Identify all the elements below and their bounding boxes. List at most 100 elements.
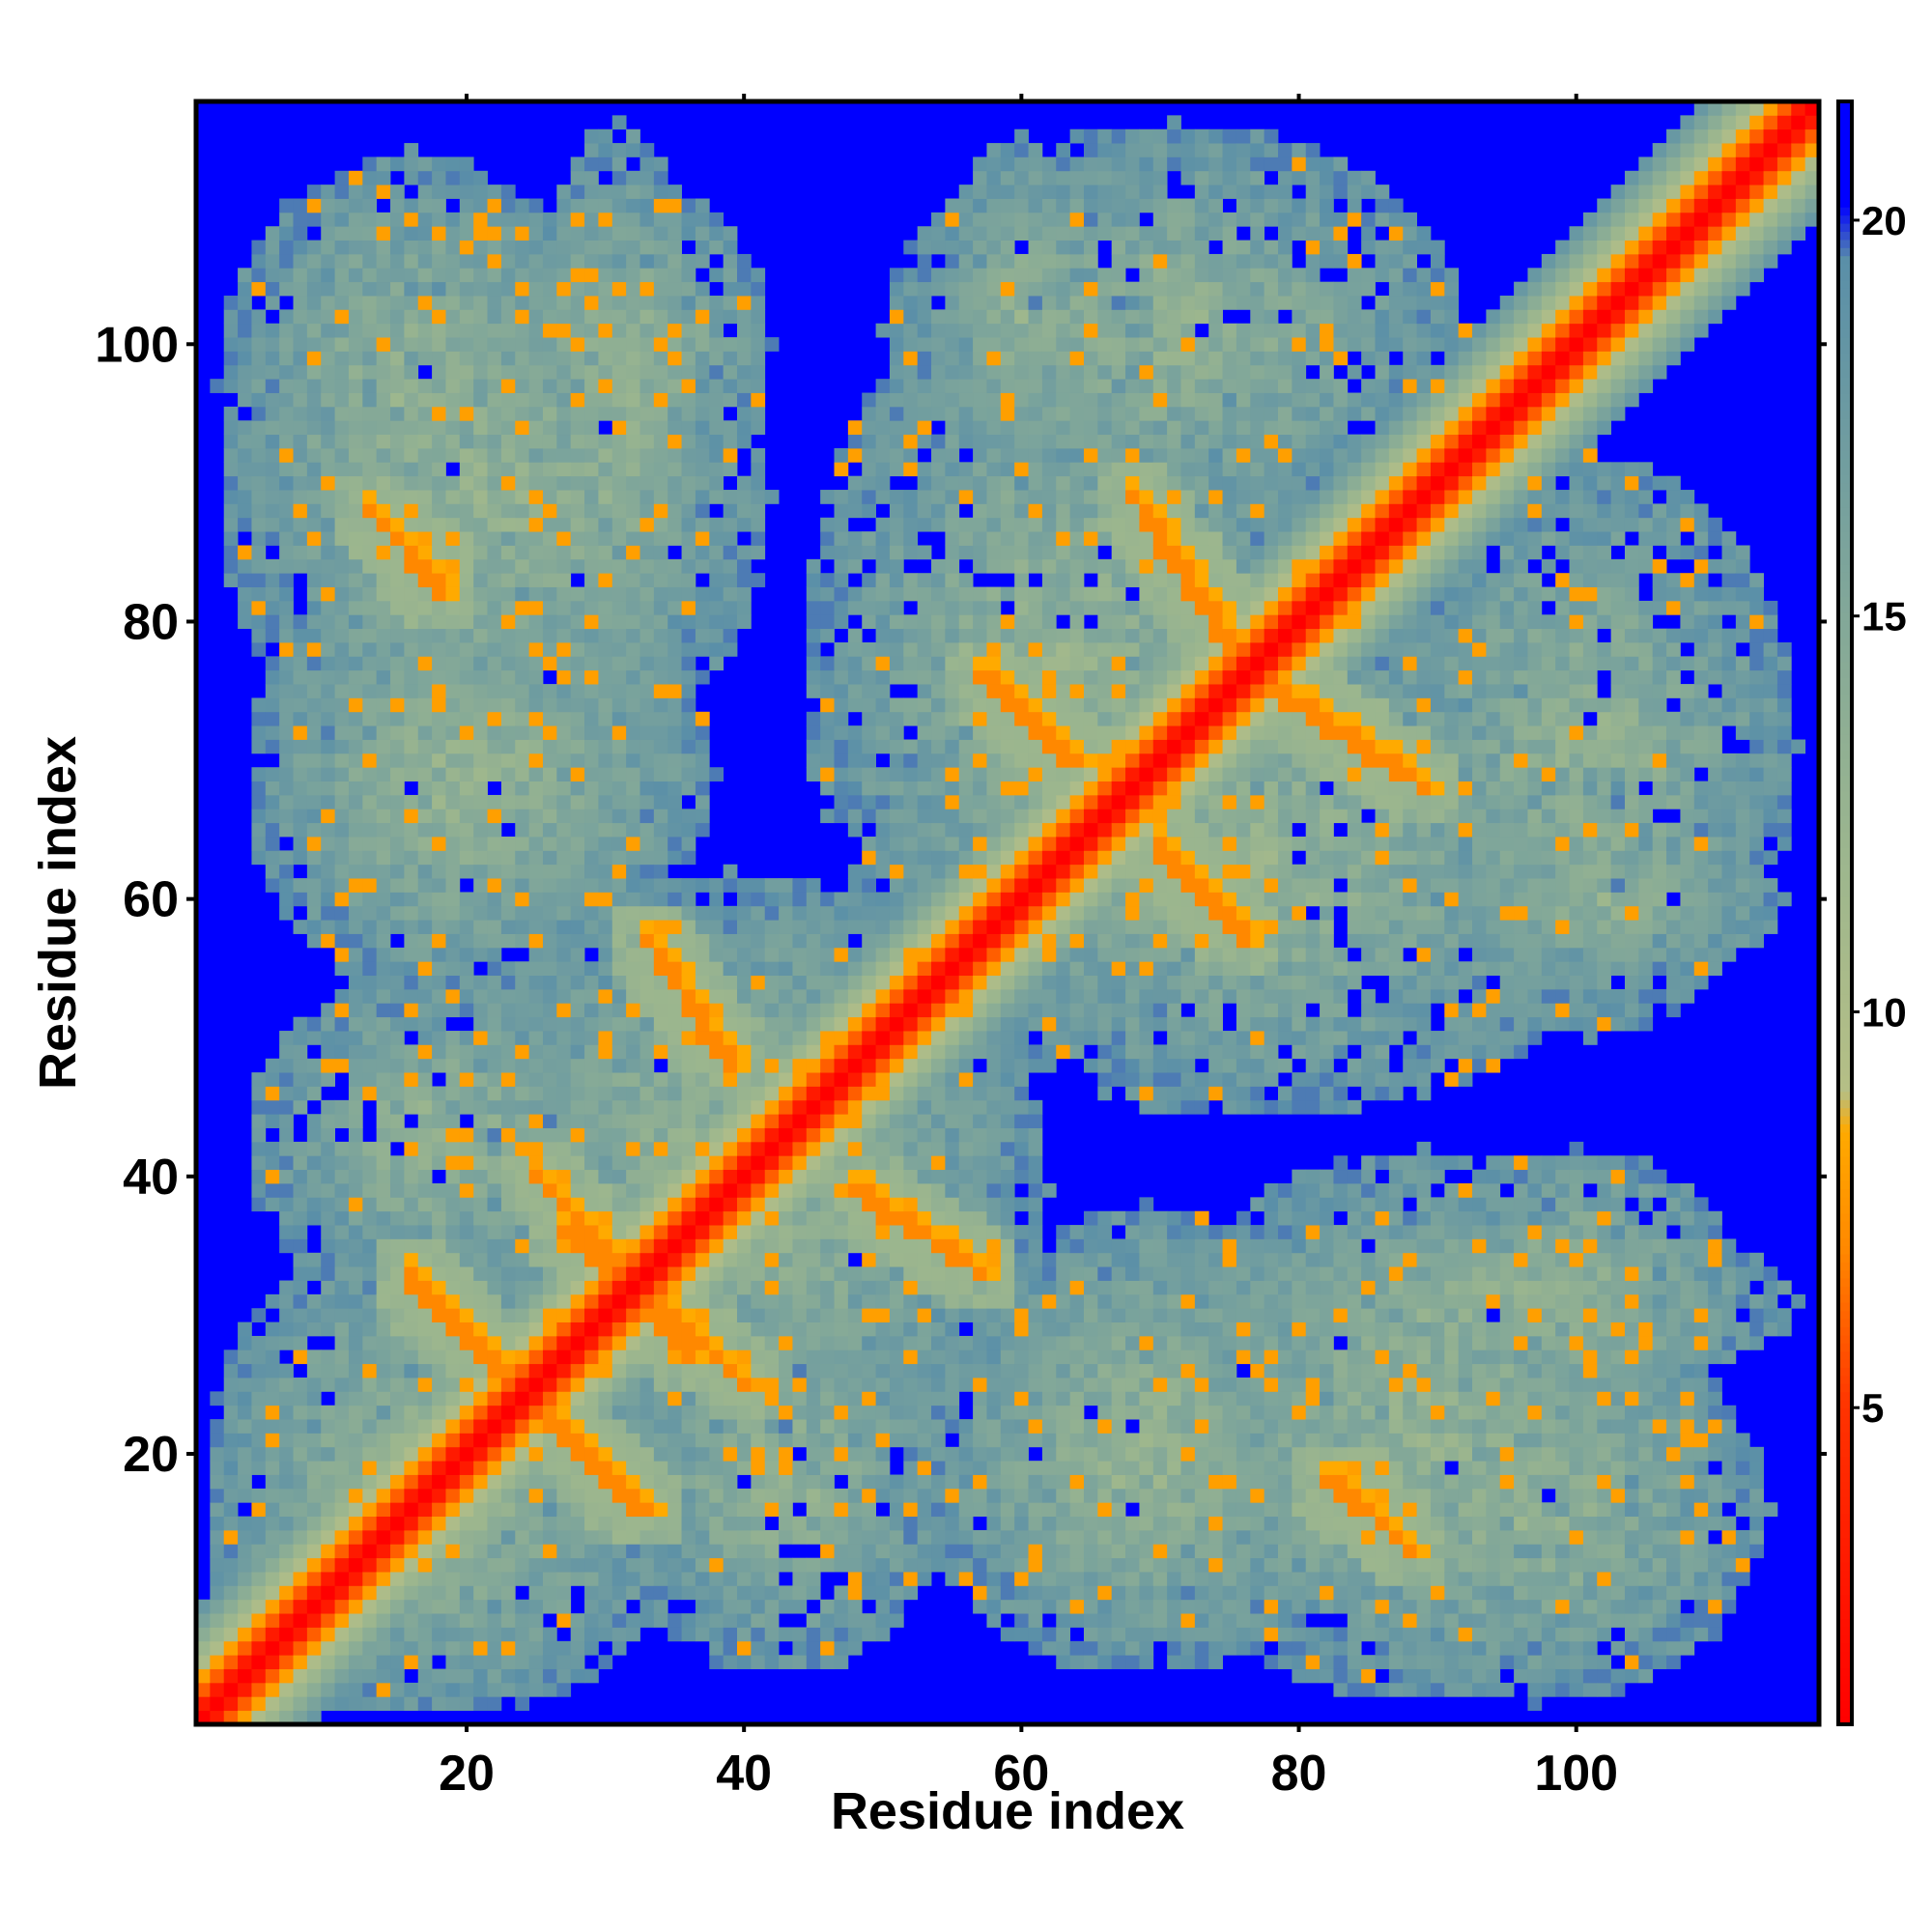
heatmap-cell — [265, 1378, 280, 1392]
heatmap-cell — [265, 822, 280, 838]
heatmap-cell — [695, 253, 710, 269]
heatmap-cell — [584, 406, 599, 421]
heatmap-cell — [293, 1086, 308, 1101]
heatmap-cell — [390, 309, 405, 325]
heatmap-cell — [556, 837, 572, 851]
heatmap-cell — [598, 947, 613, 962]
heatmap-cell — [903, 1210, 919, 1226]
heatmap-cell — [611, 281, 627, 297]
heatmap-cell — [390, 1155, 405, 1171]
heatmap-cell — [473, 1682, 488, 1697]
heatmap-cell — [889, 558, 904, 574]
heatmap-cell — [834, 1544, 849, 1559]
heatmap-cell — [806, 1613, 821, 1628]
heatmap-cell — [417, 628, 433, 643]
heatmap-cell — [639, 1141, 655, 1156]
heatmap-cell — [709, 614, 724, 630]
heatmap-cell — [500, 1419, 516, 1434]
heatmap-cell — [432, 600, 446, 615]
heatmap-cell — [528, 1419, 544, 1434]
heatmap-cell — [764, 1169, 780, 1184]
heatmap-cell — [889, 822, 904, 838]
heatmap-cell — [459, 1127, 474, 1143]
heatmap-cell — [445, 767, 461, 781]
heatmap-cell — [611, 447, 627, 463]
heatmap-cell — [681, 1197, 696, 1212]
heatmap-cell — [321, 531, 335, 546]
heatmap-cell — [945, 1099, 960, 1115]
heatmap-cell — [584, 143, 599, 157]
heatmap-cell — [542, 1252, 557, 1267]
heatmap-cell — [834, 1308, 849, 1322]
heatmap-cell — [542, 1682, 557, 1697]
heatmap-cell — [500, 697, 516, 713]
heatmap-cell — [820, 1433, 835, 1448]
heatmap-cell — [875, 1114, 891, 1128]
heatmap-cell — [376, 462, 391, 477]
heatmap-cell — [528, 1225, 544, 1239]
heatmap-cell — [390, 503, 405, 519]
heatmap-cell — [751, 462, 766, 477]
heatmap-cell — [445, 920, 461, 934]
heatmap-cell — [417, 212, 433, 227]
heatmap-cell — [306, 1599, 322, 1614]
heatmap-cell — [737, 1599, 752, 1614]
heatmap-cell — [653, 1557, 668, 1573]
heatmap-cell — [515, 781, 530, 796]
heatmap-cell — [806, 905, 821, 921]
heatmap-cell — [321, 392, 335, 408]
heatmap-cell — [473, 837, 488, 851]
heatmap-cell — [570, 1114, 585, 1128]
heatmap-cell — [487, 711, 502, 726]
heatmap-cell — [459, 1321, 474, 1337]
heatmap-cell — [931, 684, 946, 698]
heatmap-cell — [515, 669, 530, 685]
heatmap-cell — [417, 1682, 433, 1697]
heatmap-cell — [709, 240, 724, 255]
heatmap-cell — [515, 1293, 530, 1309]
heatmap-cell — [751, 1557, 766, 1573]
heatmap-cell — [611, 558, 627, 574]
heatmap-cell — [570, 837, 585, 851]
heatmap-cell — [570, 1557, 585, 1573]
heatmap-cell — [265, 1293, 280, 1309]
heatmap-cell — [681, 1169, 696, 1184]
heatmap-cell — [764, 1197, 780, 1212]
heatmap-cell — [321, 1114, 335, 1128]
heatmap-cell — [847, 961, 863, 977]
heatmap-cell — [834, 1086, 849, 1101]
heatmap-cell — [473, 1405, 488, 1420]
heatmap-cell — [584, 1280, 599, 1295]
heatmap-cell — [376, 1446, 391, 1462]
heatmap-cell — [626, 143, 640, 157]
heatmap-cell — [432, 1210, 446, 1226]
heatmap-cell — [238, 475, 252, 491]
heatmap-cell — [417, 1446, 433, 1462]
heatmap-cell — [779, 1225, 793, 1239]
heatmap-cell — [515, 573, 530, 587]
heatmap-cell — [376, 767, 391, 781]
heatmap-cell — [598, 739, 613, 754]
heatmap-cell — [709, 628, 724, 643]
heatmap-cell — [528, 988, 544, 1004]
heatmap-cell — [626, 1391, 640, 1406]
heatmap-cell — [847, 1502, 863, 1518]
heatmap-cell — [847, 864, 863, 879]
heatmap-cell — [903, 240, 919, 255]
heatmap-cell — [723, 253, 738, 269]
heatmap-cell — [611, 864, 627, 879]
heatmap-cell — [473, 1044, 488, 1060]
heatmap-cell — [611, 1210, 627, 1226]
heatmap-cell — [875, 850, 891, 866]
heatmap-cell — [584, 281, 599, 297]
heatmap-cell — [348, 1363, 363, 1378]
heatmap-cell — [459, 1696, 474, 1712]
heatmap-cell — [445, 240, 461, 255]
heatmap-cell — [404, 1627, 419, 1642]
heatmap-cell — [681, 392, 696, 408]
heatmap-cell — [611, 253, 627, 269]
heatmap-cell — [500, 1655, 516, 1669]
heatmap-cell — [487, 1155, 502, 1171]
heatmap-cell — [390, 1419, 405, 1434]
heatmap-cell — [487, 628, 502, 643]
